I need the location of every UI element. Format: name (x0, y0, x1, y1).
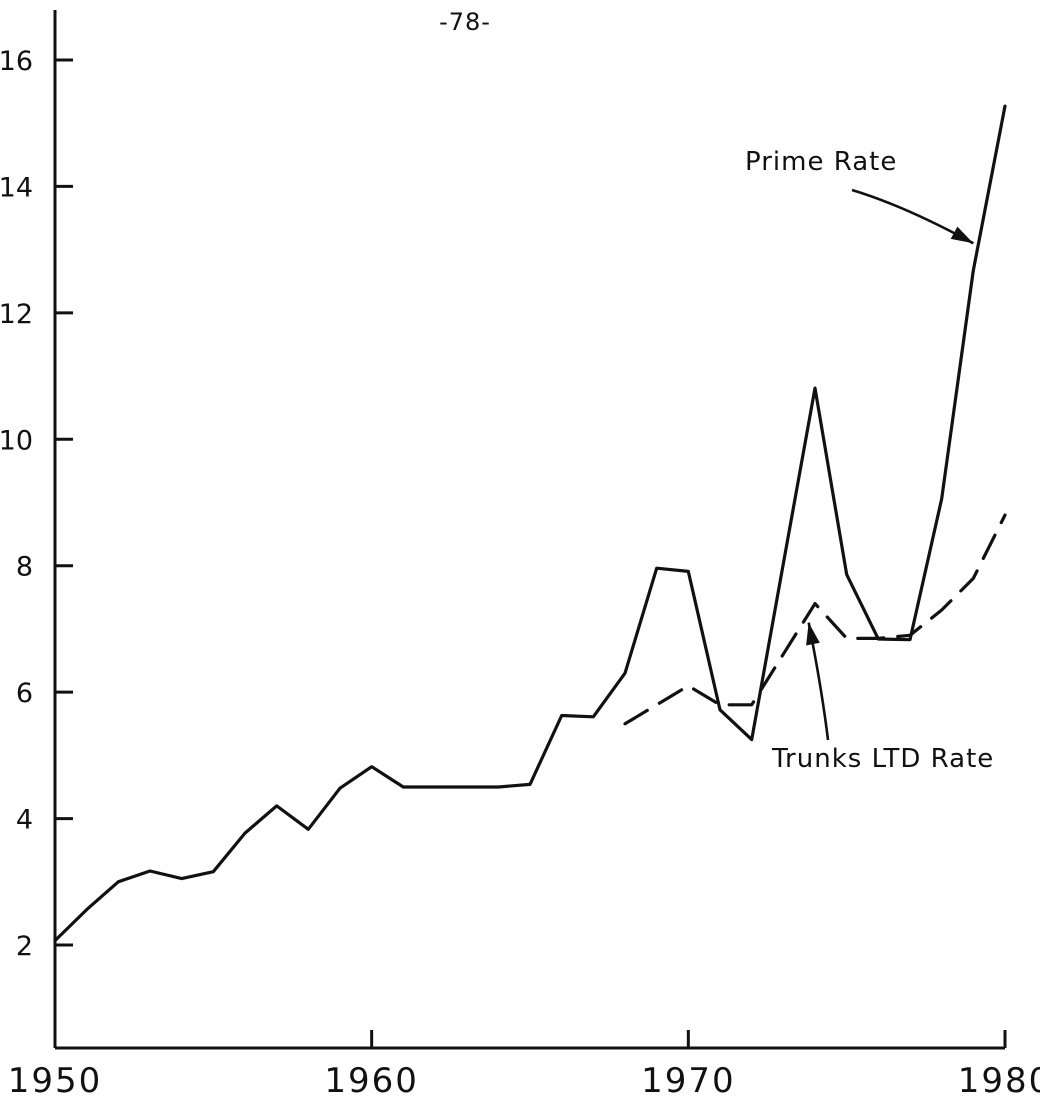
chart-axes (53, 10, 1005, 1050)
y-tick-label: 16 (0, 46, 33, 77)
y-tick-label: 6 (16, 678, 33, 709)
x-tick-label: 1960 (324, 1061, 419, 1101)
y-tick-label: 4 (16, 805, 33, 836)
trunks-ltd-rate-line (623, 513, 1007, 726)
prime-rate-line (53, 104, 1007, 943)
x-tick-label: 1970 (641, 1061, 736, 1101)
annotation-label: Trunks LTD Rate (771, 744, 994, 774)
y-tick-label: 2 (16, 931, 33, 962)
arrowhead-icon (806, 622, 820, 646)
arrowhead-icon (950, 226, 974, 244)
y-tick-label: 14 (0, 172, 33, 203)
y-tick-label: 10 (0, 425, 33, 456)
chart-annotations: Prime Rate Trunks LTD Rate (745, 147, 994, 774)
chart-series (53, 104, 1007, 943)
y-tick-label: 12 (0, 299, 33, 330)
y-tick-label: 8 (16, 552, 33, 583)
page-number: -78- (439, 8, 491, 36)
chart-ticks: 2 4 6 8 10 12 14 16 1950 1960 1970 1980 (0, 46, 1040, 1101)
x-tick-label: 1950 (8, 1061, 103, 1101)
annotation-label: Prime Rate (745, 147, 897, 177)
x-tick-label: 1980 (958, 1061, 1040, 1101)
